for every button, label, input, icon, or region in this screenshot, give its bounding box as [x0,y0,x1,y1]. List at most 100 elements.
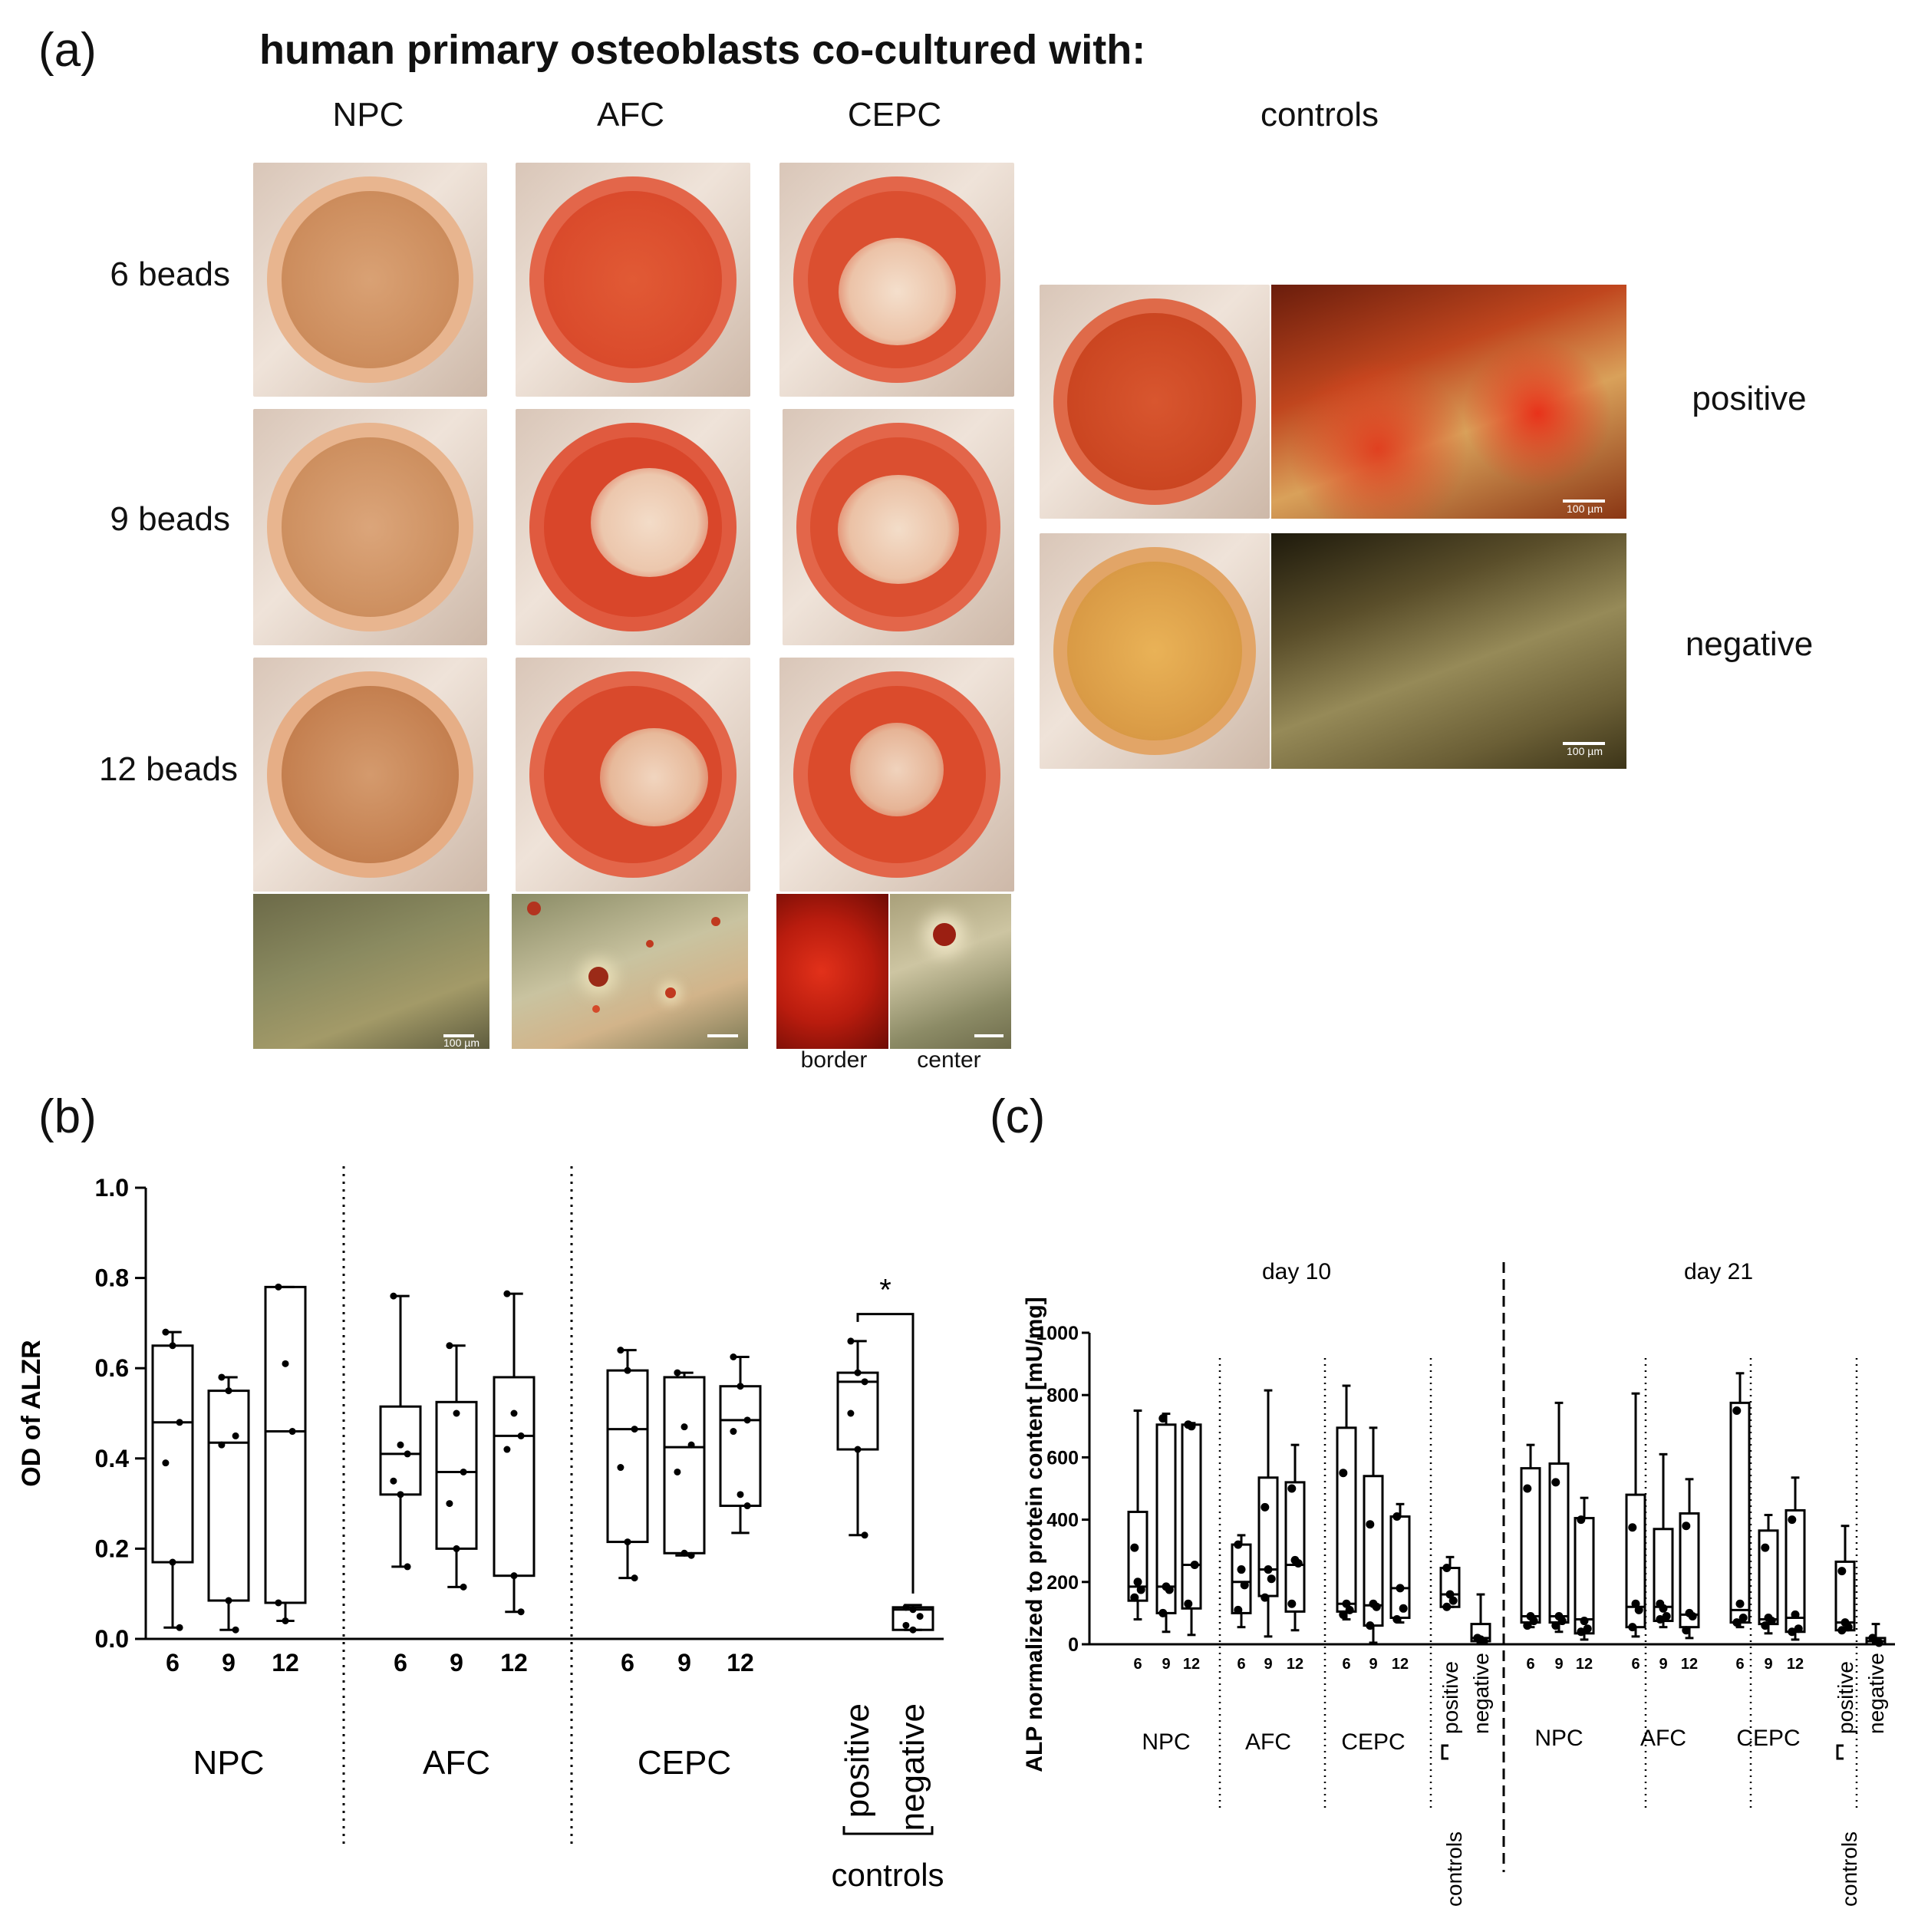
micrograph-afc [512,894,748,1049]
well-afc-9-beads [516,409,750,645]
significance-marker: * [879,1274,891,1307]
x-tick-label: 12 [1681,1656,1698,1673]
x-tick-label: positive [1438,1661,1462,1734]
label-positive: positive [1692,380,1807,417]
data-point [1165,1585,1174,1594]
data-point [1656,1615,1665,1624]
x-tick-label: 6 [394,1649,407,1676]
data-point [503,1446,511,1453]
data-point [861,1531,868,1539]
chart-od-alzr: 0.0 0.2 0.4 0.6 0.8 1.0 OD of ALZR 6 9 12 NPC 6 9 12 A… [17,1166,944,1893]
x-tick-label: 9 [677,1649,691,1676]
data-point [617,1464,625,1472]
x-tick-label: 6 [1526,1656,1534,1673]
group-label-cepc: CEPC [1341,1729,1405,1755]
box-iqr [151,1344,194,1564]
group-label-afc: AFC [1640,1726,1686,1751]
data-point [1523,1484,1532,1493]
data-point [737,1491,744,1498]
data-point [1287,1599,1297,1608]
micrograph-control-negative: 100 µm [1271,533,1626,769]
column-header-controls: controls [1260,96,1379,134]
x-tick-label: 6 [621,1649,634,1676]
data-point [902,1621,910,1629]
y-tick-label: 800 [1046,1385,1079,1406]
data-point [1392,1615,1402,1624]
group-label-afc: AFC [1245,1729,1291,1755]
data-point [1631,1599,1640,1608]
data-point [909,1626,917,1634]
y-tick-label: 1000 [1036,1323,1079,1344]
x-tick-label: 9 [1264,1656,1272,1673]
label-center: center [917,1047,981,1073]
data-point [743,1502,751,1510]
group-label-cepc: CEPC [638,1744,731,1782]
data-point [510,1409,518,1417]
data-point [1261,1593,1270,1602]
data-point [510,1572,518,1580]
data-point [232,1432,239,1439]
data-point [1529,1617,1538,1626]
scale-bar-label: 100 µm [443,1037,480,1049]
data-point [1837,1567,1847,1576]
data-point [275,1599,282,1607]
group-label-controls: controls [831,1857,944,1893]
data-point [1445,1590,1455,1599]
data-point [1794,1624,1803,1634]
box-iqr [1389,1515,1411,1619]
data-point [1130,1543,1139,1552]
data-point [460,1583,467,1591]
data-point [902,1604,910,1611]
data-point [218,1373,226,1381]
x-tick-label: positive [1834,1661,1857,1734]
data-point [282,1617,289,1624]
data-point [1136,1585,1145,1594]
data-point [1237,1565,1246,1574]
data-point [730,1353,737,1360]
data-point [1583,1624,1592,1634]
data-point [631,1426,638,1433]
controls-bracket [1836,1744,1844,1760]
data-point [847,1337,855,1345]
controls-bracket [842,1826,934,1835]
micrograph-cepc-center [890,894,1011,1049]
data-point [1761,1543,1770,1552]
well-npc-12-beads [253,658,487,892]
scale-bar-label: 100 µm [1567,745,1603,757]
data-point [1659,1604,1668,1613]
x-tick-label: positive [839,1703,876,1818]
y-tick-label: 0.8 [95,1264,129,1292]
x-tick-label: 6 [1237,1656,1245,1673]
data-point [1735,1599,1745,1608]
x-tick-label: 6 [1735,1656,1744,1673]
data-point [404,1563,411,1571]
micrograph-control-positive: 100 µm [1271,285,1626,519]
data-point [1345,1605,1354,1614]
data-point [617,1347,625,1354]
data-point [453,1409,460,1417]
data-point [1366,1520,1375,1529]
data-point [674,1369,681,1376]
data-point [854,1369,862,1376]
data-point [1190,1560,1199,1569]
row-label-6-beads: 6 beads [110,256,230,293]
label-negative: negative [1685,625,1814,663]
x-tick-label: 6 [1133,1656,1142,1673]
box-iqr [1231,1543,1252,1614]
data-point [861,1378,868,1386]
group-label-npc: NPC [1142,1729,1190,1755]
data-point [460,1468,467,1475]
x-tick-label: 9 [222,1649,236,1676]
y-axis-label: ALP normalized to protein content [mU/mg… [1022,1297,1047,1772]
data-point [1761,1621,1770,1630]
column-header-cepc: CEPC [847,96,942,134]
x-tick-label: 6 [1342,1656,1350,1673]
y-tick-label: 1.0 [95,1174,129,1202]
section-label-day-21: day 21 [1684,1259,1753,1284]
data-point [1442,1564,1452,1573]
data-point [1366,1621,1375,1630]
data-point [390,1292,397,1300]
well-cepc-9-beads [783,409,1014,645]
x-tick-label: 12 [272,1649,299,1676]
data-point [1874,1638,1883,1647]
